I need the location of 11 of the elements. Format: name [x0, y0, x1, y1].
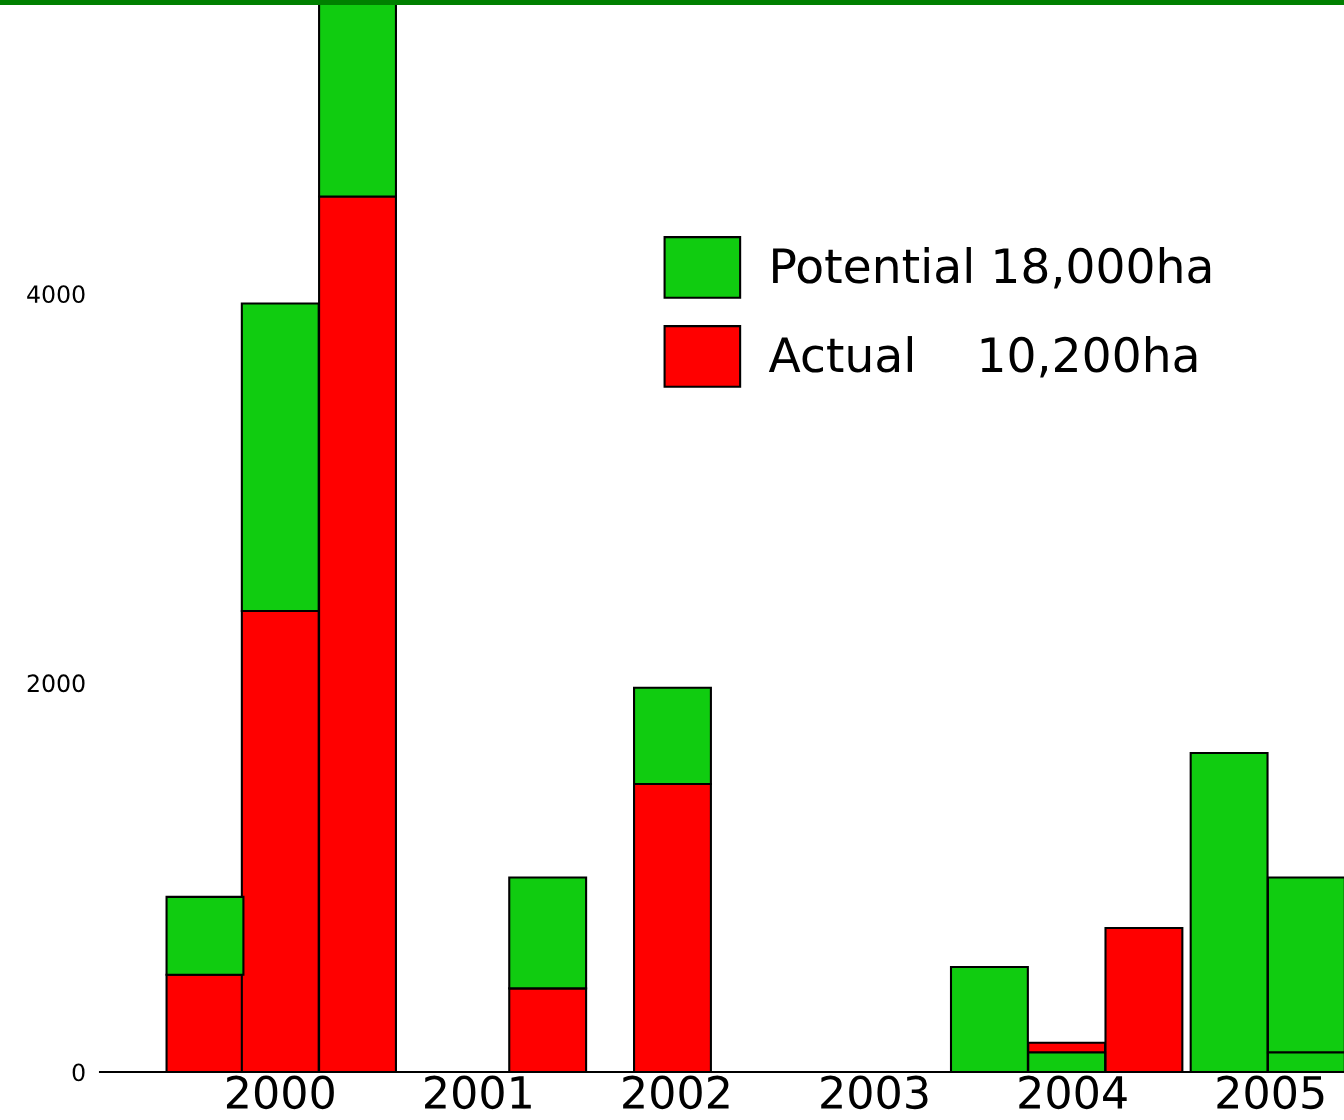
x-tick-label: 2003	[821, 1075, 928, 1110]
y-tick-label: 4000	[27, 285, 85, 304]
y-tick-label: 0	[72, 1063, 85, 1082]
x-tick-label: 2001	[425, 1075, 531, 1110]
x-tick-label: 2005	[1217, 1075, 1324, 1110]
x-tick-label: 2002	[623, 1075, 729, 1110]
x-tick-label: 2004	[1019, 1075, 1127, 1110]
legend-label: Actual 10,200ha	[768, 336, 1197, 378]
x-tick-label: 2000	[226, 1075, 334, 1110]
legend-label: Potential 18,000ha	[773, 247, 1211, 289]
y-tick-label: 2000	[27, 674, 85, 693]
